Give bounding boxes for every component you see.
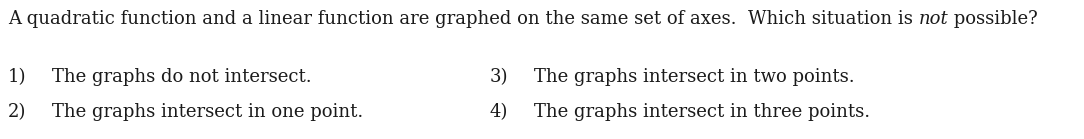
Text: 1): 1) [8, 68, 26, 86]
Text: A quadratic function and a linear function are graphed on the same set of axes. : A quadratic function and a linear functi… [8, 10, 918, 28]
Text: The graphs intersect in two points.: The graphs intersect in two points. [534, 68, 854, 86]
Text: The graphs do not intersect.: The graphs do not intersect. [52, 68, 311, 86]
Text: The graphs intersect in three points.: The graphs intersect in three points. [534, 103, 870, 121]
Text: 3): 3) [490, 68, 508, 86]
Text: possible?: possible? [948, 10, 1038, 28]
Text: The graphs intersect in one point.: The graphs intersect in one point. [52, 103, 363, 121]
Text: 4): 4) [490, 103, 508, 121]
Text: 2): 2) [8, 103, 26, 121]
Text: not: not [918, 10, 948, 28]
